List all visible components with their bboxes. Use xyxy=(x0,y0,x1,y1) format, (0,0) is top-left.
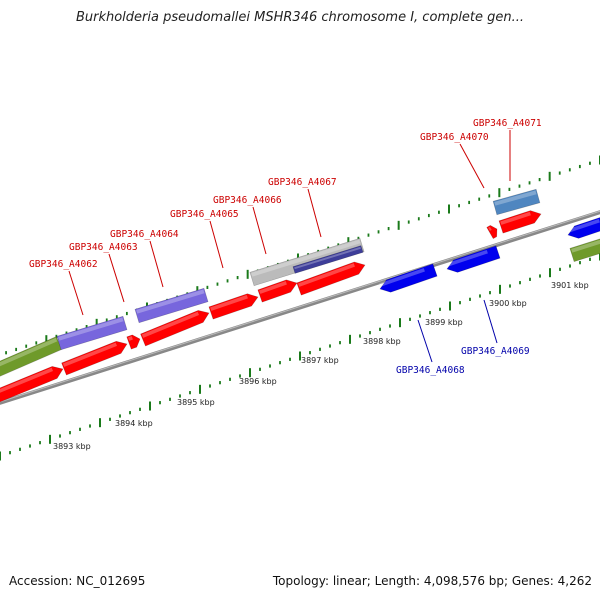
gene-label-forward[interactable]: GBP346_A4067 xyxy=(268,177,337,188)
ruler-label: 3895 kbp xyxy=(177,398,215,407)
gene-label-forward[interactable]: GBP346_A4063 xyxy=(69,242,138,253)
cds-forward-9[interactable] xyxy=(498,208,543,234)
label-leader-line xyxy=(417,319,433,363)
cds-forward-8[interactable] xyxy=(486,223,500,240)
gene-track-green-2[interactable] xyxy=(569,235,600,263)
cds-forward-3[interactable] xyxy=(126,333,142,350)
label-leader-line xyxy=(252,206,267,255)
gene-label-forward[interactable]: GBP346_A4065 xyxy=(170,209,239,220)
ruler-label: 3896 kbp xyxy=(239,377,277,386)
cds-forward-7[interactable] xyxy=(296,259,367,296)
gene-track-darkblue-1[interactable] xyxy=(292,245,364,274)
ruler-label: 3894 kbp xyxy=(115,419,153,428)
gene-label-forward[interactable]: GBP346_A4071 xyxy=(473,118,542,129)
ruler-label: 3901 kbp xyxy=(551,281,589,290)
gene-label-forward[interactable]: GBP346_A4066 xyxy=(213,195,282,206)
ruler-label: 3900 kbp xyxy=(489,299,527,308)
lower-tick-ruler xyxy=(0,251,600,461)
tick-marks xyxy=(0,155,600,461)
features[interactable] xyxy=(0,188,600,406)
gene-track-purple-2[interactable] xyxy=(134,287,209,324)
cds-forward-1[interactable] xyxy=(0,363,65,406)
genome-summary-text: Topology: linear; Length: 4,098,576 bp; … xyxy=(272,574,592,588)
gene-label-reverse[interactable]: GBP346_A4069 xyxy=(461,346,530,357)
map-title: Burkholderia pseudomallei MSHR346 chromo… xyxy=(75,10,525,25)
label-leader-line xyxy=(68,270,84,316)
map-text[interactable]: 3893 kbp 3894 kbp 3895 kbp 3896 kbp 3897 kbp… xyxy=(29,118,589,451)
genome-backbone-line xyxy=(0,210,600,405)
cds-reverse-3[interactable] xyxy=(566,214,600,241)
label-leader-line xyxy=(108,253,125,303)
label-leader-line xyxy=(209,220,224,269)
cds-forward-6[interactable] xyxy=(257,277,299,303)
gene-track-gray-1[interactable] xyxy=(249,237,365,287)
label-leader-line xyxy=(459,143,485,189)
ruler-label: 3893 kbp xyxy=(53,442,91,451)
upper-tick-ruler xyxy=(5,155,600,355)
genome-backbone-highlight xyxy=(0,210,600,403)
cds-reverse-2[interactable] xyxy=(445,245,501,275)
gene-track-purple-1[interactable] xyxy=(56,315,128,351)
label-leader-line xyxy=(483,299,498,344)
ruler-label: 3899 kbp xyxy=(425,318,463,327)
label-leader-line xyxy=(307,188,322,238)
label-leaders xyxy=(68,130,511,363)
gene-label-forward[interactable]: GBP346_A4064 xyxy=(110,229,179,240)
backbone xyxy=(0,210,600,405)
gene-track-steel-1[interactable] xyxy=(492,188,541,216)
gene-label-reverse[interactable]: GBP346_A4068 xyxy=(396,365,465,376)
ruler-label: 3898 kbp xyxy=(363,337,401,346)
accession-text: Accession: NC_012695 xyxy=(9,574,146,588)
gene-label-forward[interactable]: GBP346_A4070 xyxy=(420,132,489,143)
ruler-label: 3897 kbp xyxy=(301,356,339,365)
label-leader-line xyxy=(149,240,164,288)
cds-forward-2[interactable] xyxy=(61,338,130,376)
cds-forward-5[interactable] xyxy=(208,291,260,320)
cds-reverse-1[interactable] xyxy=(378,263,438,295)
gene-label-forward[interactable]: GBP346_A4062 xyxy=(29,259,98,270)
cds-forward-4[interactable] xyxy=(140,307,212,347)
